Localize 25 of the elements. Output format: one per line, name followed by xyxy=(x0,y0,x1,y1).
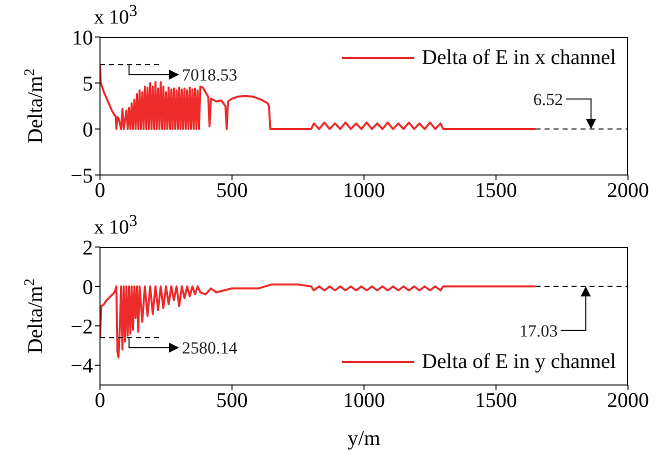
x-tick-label: 500 xyxy=(216,388,248,412)
x-axis-title: y/m xyxy=(348,426,380,450)
y-tick-label: 2 xyxy=(82,235,93,260)
annotation: 2580.14 xyxy=(182,338,238,358)
x-tick-label: 1000 xyxy=(343,178,385,202)
y-tick-label: 0 xyxy=(82,117,93,142)
y-tick-label: 5 xyxy=(82,71,93,96)
y-tick-label: −4 xyxy=(70,354,94,378)
legend-label: Delta of E in x channel xyxy=(422,45,616,70)
x-tick-label: 1500 xyxy=(475,388,517,412)
x-tick-label: 1000 xyxy=(343,388,385,412)
legend-label: Delta of E in y channel xyxy=(422,349,616,374)
annotation: 7018.53 xyxy=(182,66,238,85)
annotation: 6.52 xyxy=(533,90,564,109)
y-tick-label: 10 xyxy=(72,25,93,50)
y-tick-label: −2 xyxy=(70,314,93,338)
text: x 10$^{3}$ xyxy=(94,211,138,240)
x-tick-label: 2000 xyxy=(607,178,649,202)
y-tick-label: 0 xyxy=(82,274,93,299)
annotation: 17.03 xyxy=(520,321,558,340)
x-tick-label: 2000 xyxy=(607,388,649,412)
y-tick-label: −5 xyxy=(70,163,93,188)
text: x 10$^{3}$ xyxy=(94,1,138,30)
x-tick-label: 500 xyxy=(216,178,248,202)
x-tick-label: 1500 xyxy=(475,178,517,202)
